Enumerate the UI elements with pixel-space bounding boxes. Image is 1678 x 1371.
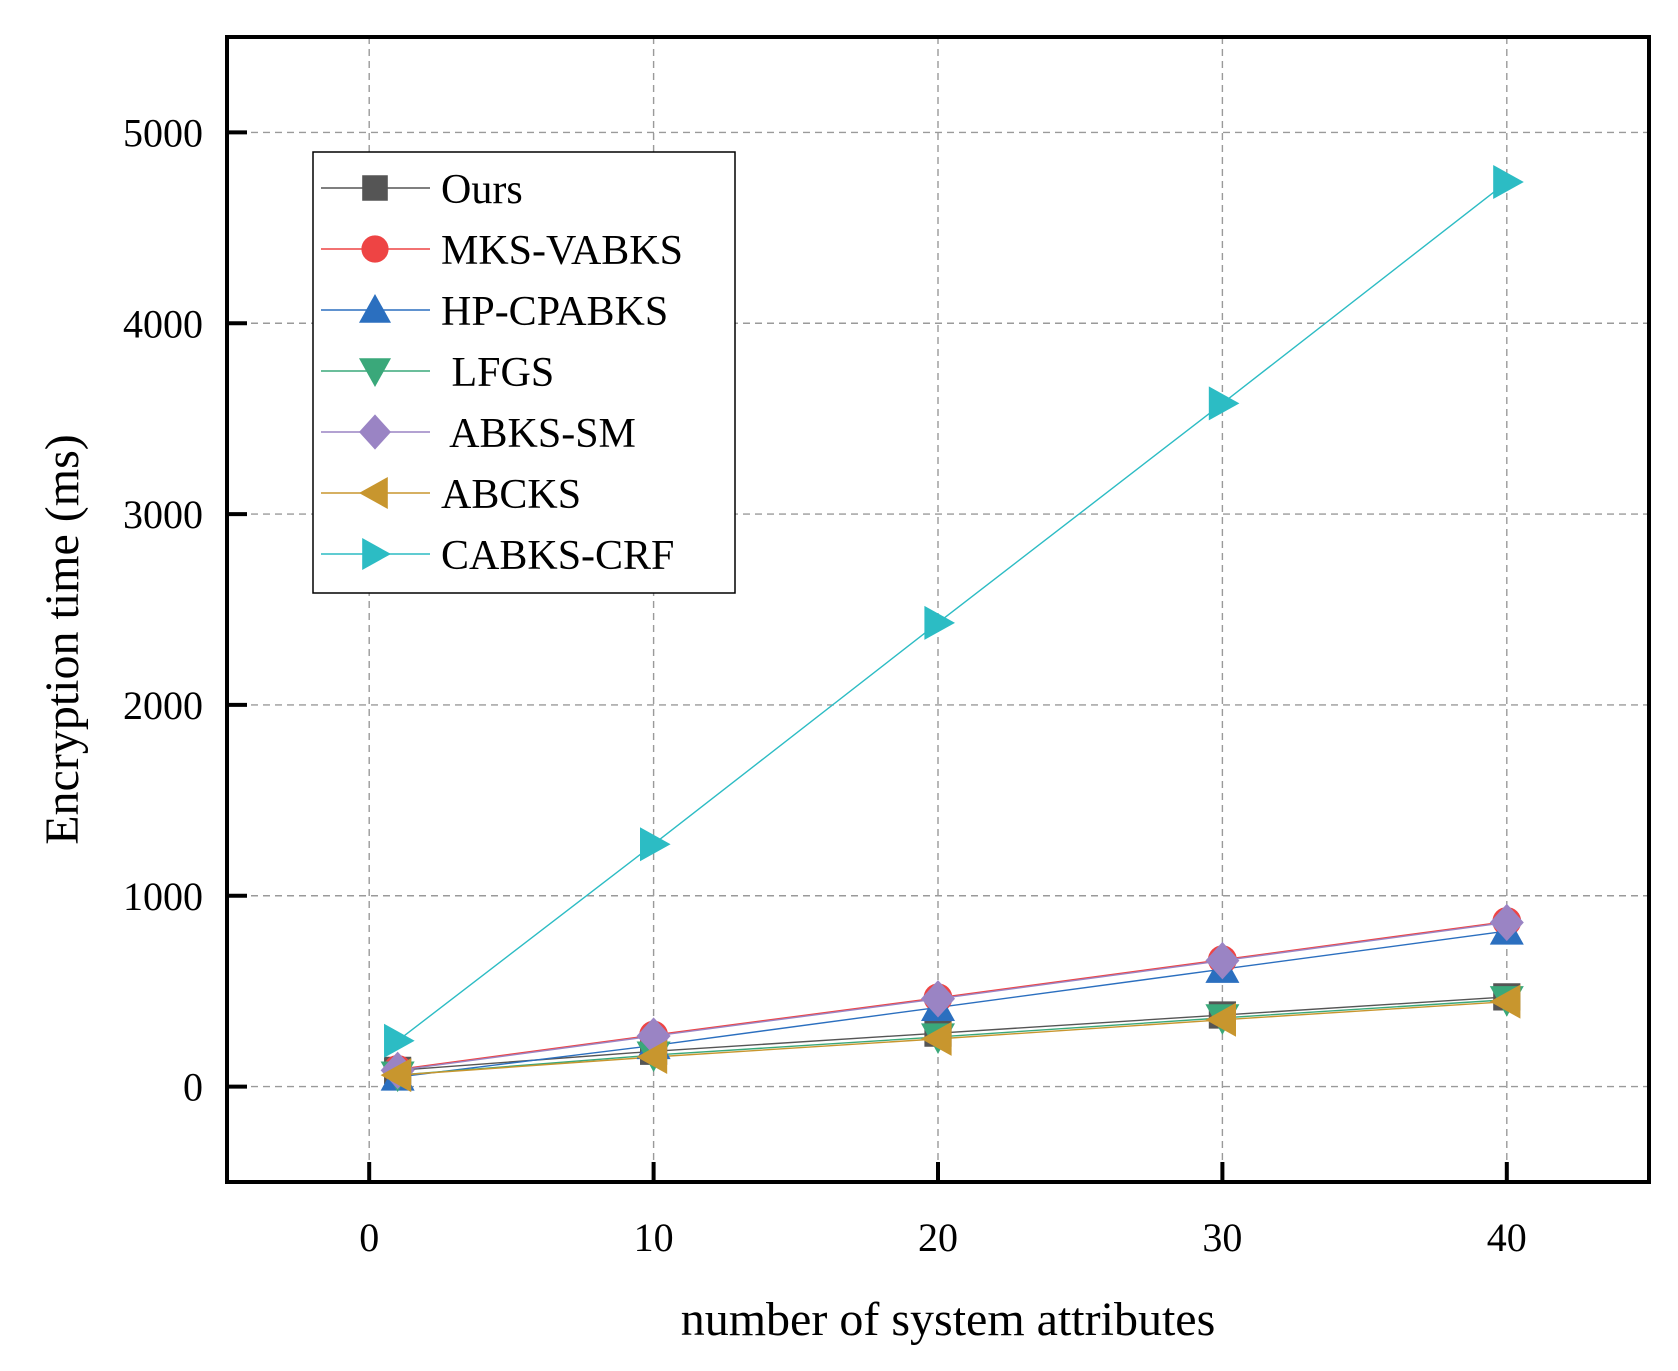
series-5 — [397, 1000, 1507, 1076]
legend-item: CABKS-CRF — [321, 533, 674, 579]
legend-item: ABKS-SM — [321, 411, 636, 457]
legend-label: CABKS-CRF — [441, 533, 674, 579]
legend-marker — [362, 175, 388, 201]
data-point — [380, 1058, 412, 1093]
legend-marker — [359, 358, 391, 387]
y-tick-label: 3000 — [123, 492, 203, 537]
series-2 — [397, 930, 1507, 1078]
data-point — [384, 1023, 415, 1058]
legend-label: ABCKS — [441, 472, 581, 518]
x-tick-label: 20 — [918, 1215, 958, 1260]
legend-label: LFGS — [441, 350, 554, 396]
legend-item: HP-CPABKS — [321, 289, 668, 335]
data-point — [921, 1021, 952, 1056]
axis-ticks: 0 10 20 30 40 0 1000 2000 3000 4000 5000 — [123, 110, 1527, 1260]
series-layer — [380, 165, 1524, 1093]
data-point — [636, 1017, 671, 1055]
legend-label: Ours — [441, 167, 523, 213]
data-point — [1489, 984, 1521, 1019]
legend-marker — [359, 414, 391, 450]
legend: Ours MKS-VABKS HP-CPABKS LFGS ABKS-SM ABCKS… — [312, 151, 736, 594]
legend-marker — [361, 235, 389, 263]
legend-item: LFGS — [321, 350, 554, 396]
data-point — [1208, 386, 1240, 421]
legend-label: HP-CPABKS — [441, 289, 668, 335]
data-point — [636, 1040, 668, 1075]
data-point — [1489, 903, 1524, 942]
x-tick-label: 40 — [1487, 1215, 1527, 1260]
data-point — [1493, 165, 1524, 200]
y-tick-label: 0 — [183, 1065, 203, 1110]
legend-item: MKS-VABKS — [321, 228, 683, 274]
series-line — [397, 930, 1507, 1078]
series-0 — [397, 996, 1507, 1072]
series-line — [397, 996, 1507, 1072]
x-tick-label: 10 — [634, 1215, 674, 1260]
y-tick-label: 4000 — [123, 301, 203, 346]
data-point — [1205, 941, 1240, 980]
x-tick-label: 30 — [1202, 1215, 1242, 1260]
y-tick-label: 2000 — [123, 683, 203, 728]
x-tick-label: 0 — [359, 1215, 379, 1260]
data-point — [921, 980, 955, 1018]
legend-marker — [359, 477, 388, 509]
legend-box — [312, 151, 736, 594]
legend-item: Ours — [321, 167, 523, 213]
data-point — [924, 605, 955, 640]
series-markers-5 — [380, 984, 1521, 1093]
legend-marker — [362, 538, 391, 570]
y-tick-label: 5000 — [123, 110, 203, 155]
legend-label: ABKS-SM — [441, 411, 636, 457]
data-point — [640, 827, 671, 862]
x-axis-title: number of system attributes — [681, 1293, 1216, 1346]
series-markers-4 — [380, 903, 1524, 1090]
series-markers-6 — [384, 165, 1524, 1058]
legend-marker — [359, 294, 391, 323]
series-markers-3 — [380, 986, 1524, 1093]
legend-label: MKS-VABKS — [441, 228, 683, 274]
y-axis-title: Encryption time (ms) — [36, 434, 89, 845]
legend-item: ABCKS — [321, 472, 581, 518]
series-line — [397, 1000, 1507, 1076]
y-tick-label: 1000 — [123, 874, 203, 919]
data-point — [1205, 1002, 1236, 1037]
